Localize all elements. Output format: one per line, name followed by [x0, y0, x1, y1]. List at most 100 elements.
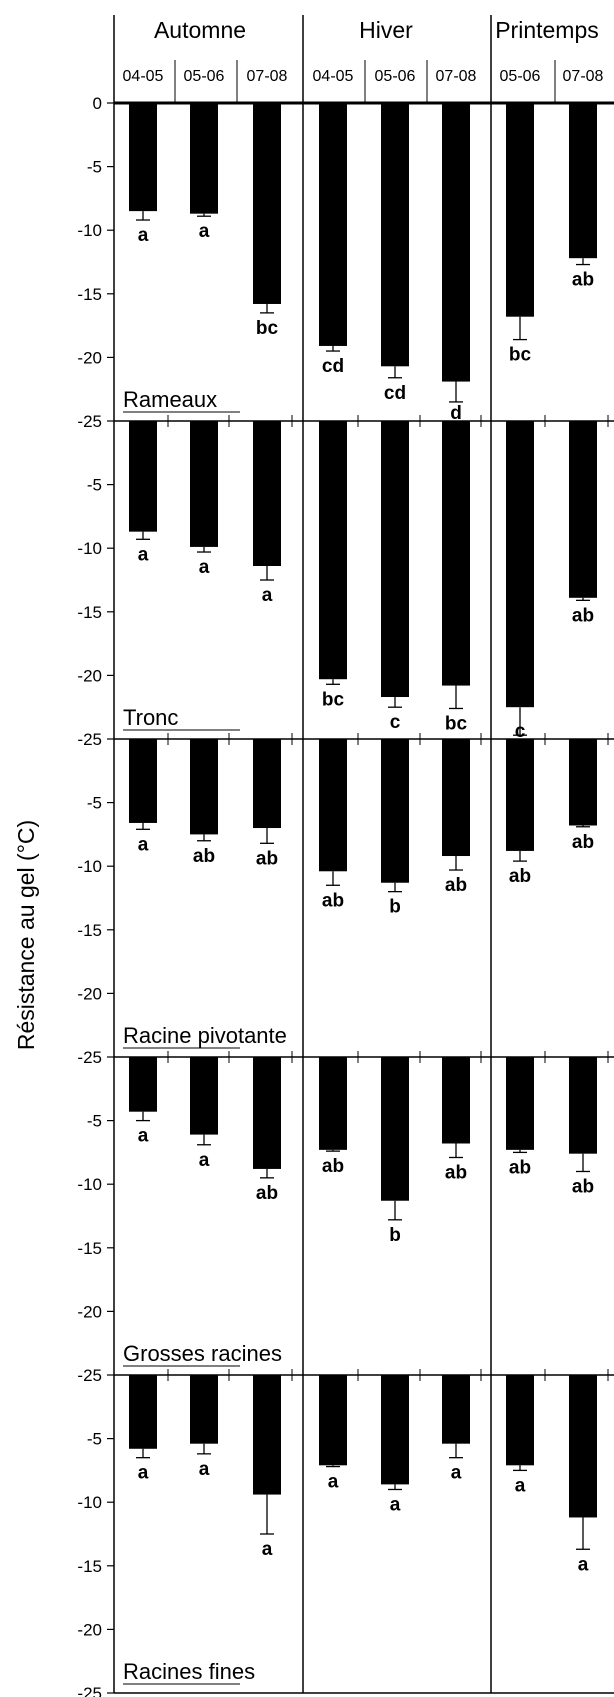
significance-letter: ab	[322, 890, 344, 911]
significance-letter: ab	[509, 1157, 531, 1178]
significance-letter: ab	[572, 270, 594, 291]
y-tick-label: -20	[77, 1620, 102, 1639]
bar	[253, 739, 281, 829]
bar	[381, 739, 409, 883]
bar	[506, 739, 534, 851]
significance-letter: c	[390, 712, 401, 733]
season-label-printemps: Printemps	[495, 17, 599, 43]
bar	[442, 739, 470, 857]
bar	[506, 103, 534, 317]
bar	[190, 103, 218, 214]
panel-rameaux: 0 -5 -10 -15 -20 -25 a a bc cd cd d bc ab Rameaux	[77, 94, 597, 431]
y-tick-label: -15	[77, 285, 102, 304]
bar	[442, 421, 470, 686]
significance-letter: bc	[445, 713, 468, 734]
significance-letter: a	[199, 557, 210, 578]
y-tick-label: 0	[93, 94, 102, 113]
bar	[569, 739, 597, 826]
year-label: 07-08	[436, 68, 477, 85]
significance-letter: a	[138, 544, 149, 565]
significance-letter: a	[138, 1463, 149, 1484]
bar	[319, 1057, 347, 1150]
bar	[319, 739, 347, 872]
bar	[129, 421, 157, 532]
y-tick-label: -15	[77, 603, 102, 622]
significance-letter: d	[450, 403, 462, 424]
y-tick-label: -10	[77, 857, 102, 876]
y-tick-label: -25	[77, 1684, 102, 1697]
significance-letter: a	[451, 1463, 462, 1484]
panel-label: Tronc	[123, 705, 178, 730]
season-label-automne: Automne	[154, 17, 246, 43]
season-label-hiver: Hiver	[359, 17, 413, 43]
y-tick-label: -15	[77, 921, 102, 940]
year-label: 04-05	[123, 68, 164, 85]
y-tick-label: -15	[77, 1239, 102, 1258]
significance-letter: b	[389, 1225, 401, 1246]
bar	[129, 103, 157, 212]
y-tick-label: -10	[77, 1493, 102, 1512]
significance-letter: a	[199, 1150, 210, 1171]
significance-letter: ab	[572, 1176, 594, 1197]
significance-letter: ab	[445, 875, 467, 896]
panel-label: Racine pivotante	[123, 1023, 287, 1048]
bar	[253, 103, 281, 304]
bar	[442, 1057, 470, 1144]
y-tick-label: -10	[77, 221, 102, 240]
bar	[442, 1375, 470, 1444]
significance-letter: bc	[509, 345, 532, 366]
significance-letter: a	[578, 1554, 589, 1575]
y-tick-label: -5	[87, 794, 102, 813]
y-tick-label: -25	[77, 412, 102, 431]
y-tick-label: -5	[87, 1112, 102, 1131]
year-label: 05-06	[375, 68, 416, 85]
bar	[569, 1375, 597, 1518]
panels: 0-5-10-15-20-25a abccdcddbcabRameaux-5-10…	[77, 94, 614, 1697]
season-headers: Automne 04-05 05-06 07-08 Hiver 04-05 05-06 07-…	[123, 17, 604, 85]
bar	[569, 103, 597, 259]
bar	[190, 1057, 218, 1135]
y-tick-label: -5	[87, 476, 102, 495]
y-tick-label: -25	[77, 1048, 102, 1067]
significance-letter: a	[515, 1475, 526, 1496]
bar	[506, 1057, 534, 1150]
significance-letter: ab	[256, 848, 278, 869]
significance-letter: ab	[572, 605, 594, 626]
bar	[129, 1057, 157, 1112]
y-tick-label: -10	[77, 539, 102, 558]
y-tick-label: -25	[77, 1366, 102, 1385]
significance-letter: a	[390, 1494, 401, 1515]
panel-grosses-racines: -5 -10 -15 -20 -25 a a ab ab b ab ab ab Grosses racin…	[77, 1051, 614, 1385]
significance-letter: cd	[384, 383, 406, 404]
bar	[253, 421, 281, 567]
y-tick-label: -10	[77, 1175, 102, 1194]
bar	[381, 1057, 409, 1201]
bar	[381, 421, 409, 698]
significance-letter: cd	[322, 356, 344, 377]
y-tick-label: -5	[87, 158, 102, 177]
year-label: 05-06	[500, 68, 541, 85]
significance-letter: a	[262, 1539, 273, 1560]
bar	[190, 1375, 218, 1444]
bar	[319, 421, 347, 680]
bar	[253, 1057, 281, 1169]
significance-letter: ab	[193, 846, 215, 867]
year-label: 07-08	[247, 68, 288, 85]
panel-tronc: -5 -10 -15 -20 -25 a a a bc c bc c ab Tronc	[77, 415, 614, 749]
y-tick-label: -15	[77, 1557, 102, 1576]
y-axis-label: Résistance au gel (°C)	[13, 820, 39, 1050]
significance-letter: a	[138, 1126, 149, 1147]
significance-letter: a	[138, 834, 149, 855]
bar	[381, 103, 409, 367]
bar	[129, 1375, 157, 1449]
significance-letter: a	[328, 1472, 339, 1493]
significance-letter: a	[138, 225, 149, 246]
significance-letter: ab	[322, 1156, 344, 1177]
bar	[506, 1375, 534, 1466]
year-label: 05-06	[184, 68, 225, 85]
y-tick-label: -20	[77, 666, 102, 685]
significance-letter: c	[515, 721, 526, 742]
significance-letter: ab	[445, 1162, 467, 1183]
plot-frame	[113, 15, 614, 1694]
